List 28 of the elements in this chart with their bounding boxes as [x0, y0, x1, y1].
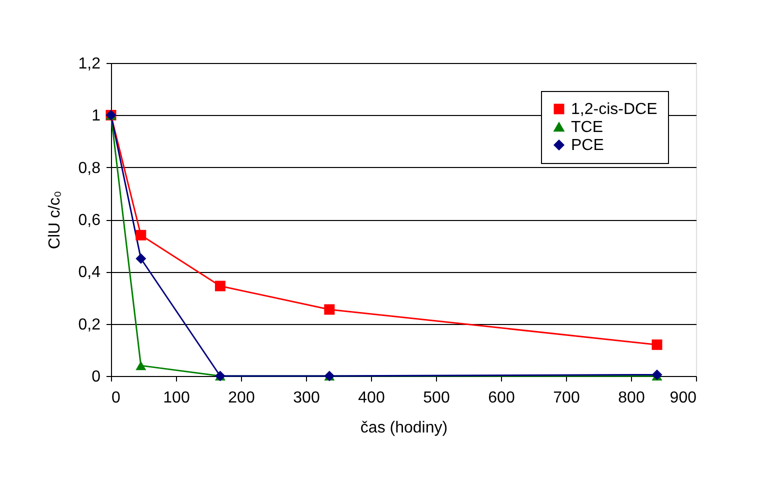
y-tick-label: 0,4	[78, 264, 101, 282]
x-axis-title: čas (hodiny)	[360, 420, 448, 436]
point	[652, 339, 662, 350]
y-tick-label: 0,6	[78, 212, 101, 229]
x-tick-label: 200	[228, 390, 255, 406]
x-tick-label: 400	[358, 390, 385, 406]
y-tick-label: 1	[92, 108, 101, 125]
x-tick-label: 600	[488, 390, 515, 406]
legend-label: PCE	[571, 137, 604, 154]
point	[136, 253, 146, 264]
y-tick-label: 1,2	[78, 56, 101, 72]
x-tick-label: 700	[553, 390, 580, 406]
y-tick-label: 0	[92, 368, 101, 386]
x-tick-label: 900	[670, 390, 697, 406]
y-tick-label: 0,2	[78, 316, 101, 334]
point	[214, 280, 226, 292]
x-tick-label: 800	[618, 390, 645, 406]
legend-label: TCE	[571, 119, 603, 136]
y-axis-title: ClU c/c₀	[46, 190, 64, 250]
x-tick-label: 500	[423, 390, 450, 406]
x-tick-label: 0	[112, 390, 120, 406]
x-tick-label: 300	[293, 390, 320, 406]
legend-label: 1,2-cis-DCE	[571, 101, 658, 118]
x-tick-label: 100	[163, 390, 190, 406]
point	[136, 230, 146, 240]
point	[136, 361, 146, 370]
y-tick-label: 0,8	[78, 160, 101, 177]
point	[324, 304, 335, 315]
